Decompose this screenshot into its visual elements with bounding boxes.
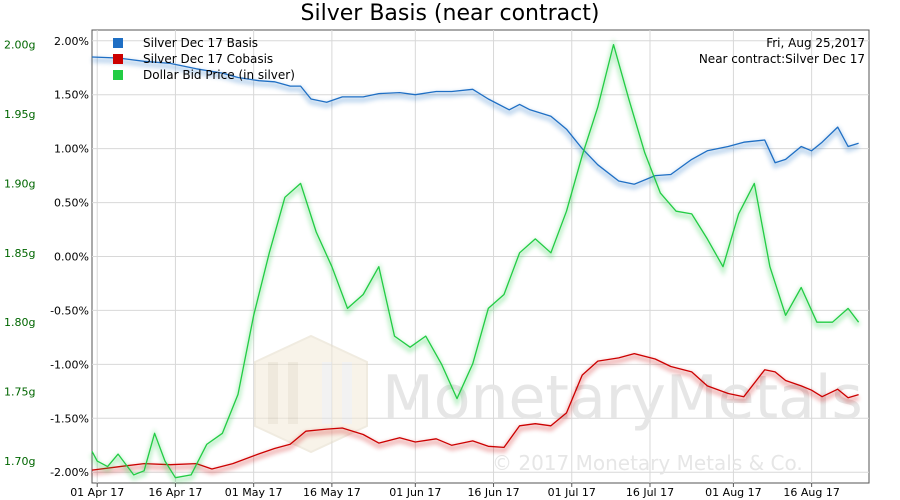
y-tick-label-grams: 1.70g <box>4 455 35 468</box>
series-layer <box>89 37 861 484</box>
y-tick-label-percent: 0.50% <box>54 197 89 210</box>
y-tick-label-percent: 1.00% <box>54 143 89 156</box>
legend-label-basis: Silver Dec 17 Basis <box>143 36 258 50</box>
legend-label-dollar-bid: Dollar Bid Price (in silver) <box>143 68 295 82</box>
axes: 01 Apr 17 16 Apr 17 01 May 17 16 May 17 01 J… <box>4 35 840 499</box>
y-tick-label-percent: 0.00% <box>54 251 89 264</box>
y-tick-label-grams: 1.90g <box>4 177 35 190</box>
x-tick-label: 16 Apr 17 <box>148 486 202 499</box>
y-tick-label-percent: 2.00% <box>54 35 89 48</box>
info-date: Fri, Aug 25,2017 <box>766 36 865 50</box>
legend-swatch-dollar-bid <box>113 70 123 80</box>
watermark-brand: MonetaryMetals <box>382 363 863 433</box>
chart-title: Silver Basis (near contract) <box>301 1 600 26</box>
legend-label-cobasis: Silver Dec 17 Cobasis <box>143 52 273 66</box>
series-line-dollar-bid-price-in-silver <box>91 43 860 479</box>
x-tick-label: 16 May 17 <box>303 486 361 499</box>
x-tick-label: 01 Apr 17 <box>70 486 124 499</box>
y-tick-label-grams: 1.95g <box>4 108 35 121</box>
y-tick-label-grams: 1.85g <box>4 247 35 260</box>
y-tick-label-percent: -0.50% <box>50 304 89 317</box>
x-tick-label: 01 Aug 17 <box>705 486 761 499</box>
series-line-silver-dec-17-cobasis <box>91 352 859 471</box>
x-tick-label: 01 Jul 17 <box>548 486 596 499</box>
info-contract: Near contract:Silver Dec 17 <box>699 52 865 66</box>
y-tick-label-percent: -1.00% <box>50 358 89 371</box>
y-tick-label-percent: -1.50% <box>50 412 89 425</box>
y-tick-label-grams: 1.80g <box>4 316 35 329</box>
x-tick-label: 16 Jun 17 <box>467 486 519 499</box>
y-tick-label-percent: -2.00% <box>50 466 89 479</box>
watermark-logo-icon <box>254 334 368 454</box>
y-tick-label-grams: 2.00g <box>4 39 35 52</box>
x-tick-label: 16 Aug 17 <box>783 486 839 499</box>
watermark-copyright: © 2017 Monetary Metals & Co. <box>492 451 803 475</box>
x-tick-label: 16 Jul 17 <box>626 486 674 499</box>
y-tick-label-percent: 1.50% <box>54 89 89 102</box>
series-glow-dollar-bid-price-in-silver <box>89 37 861 484</box>
legend-swatch-basis <box>113 38 123 48</box>
x-tick-label: 01 May 17 <box>225 486 283 499</box>
legend-swatch-cobasis <box>113 54 123 64</box>
legend: Silver Dec 17 Basis Silver Dec 17 Cobasi… <box>113 36 295 82</box>
series-glow-silver-dec-17-cobasis <box>91 354 860 476</box>
series-line-silver-dec-17-basis <box>91 56 859 185</box>
series-glow-silver-dec-17-basis <box>91 57 860 190</box>
x-tick-label: 01 Jun 17 <box>389 486 441 499</box>
watermark: MonetaryMetals © 2017 Monetary Metals & … <box>254 334 863 475</box>
y-tick-label-grams: 1.75g <box>4 386 35 399</box>
